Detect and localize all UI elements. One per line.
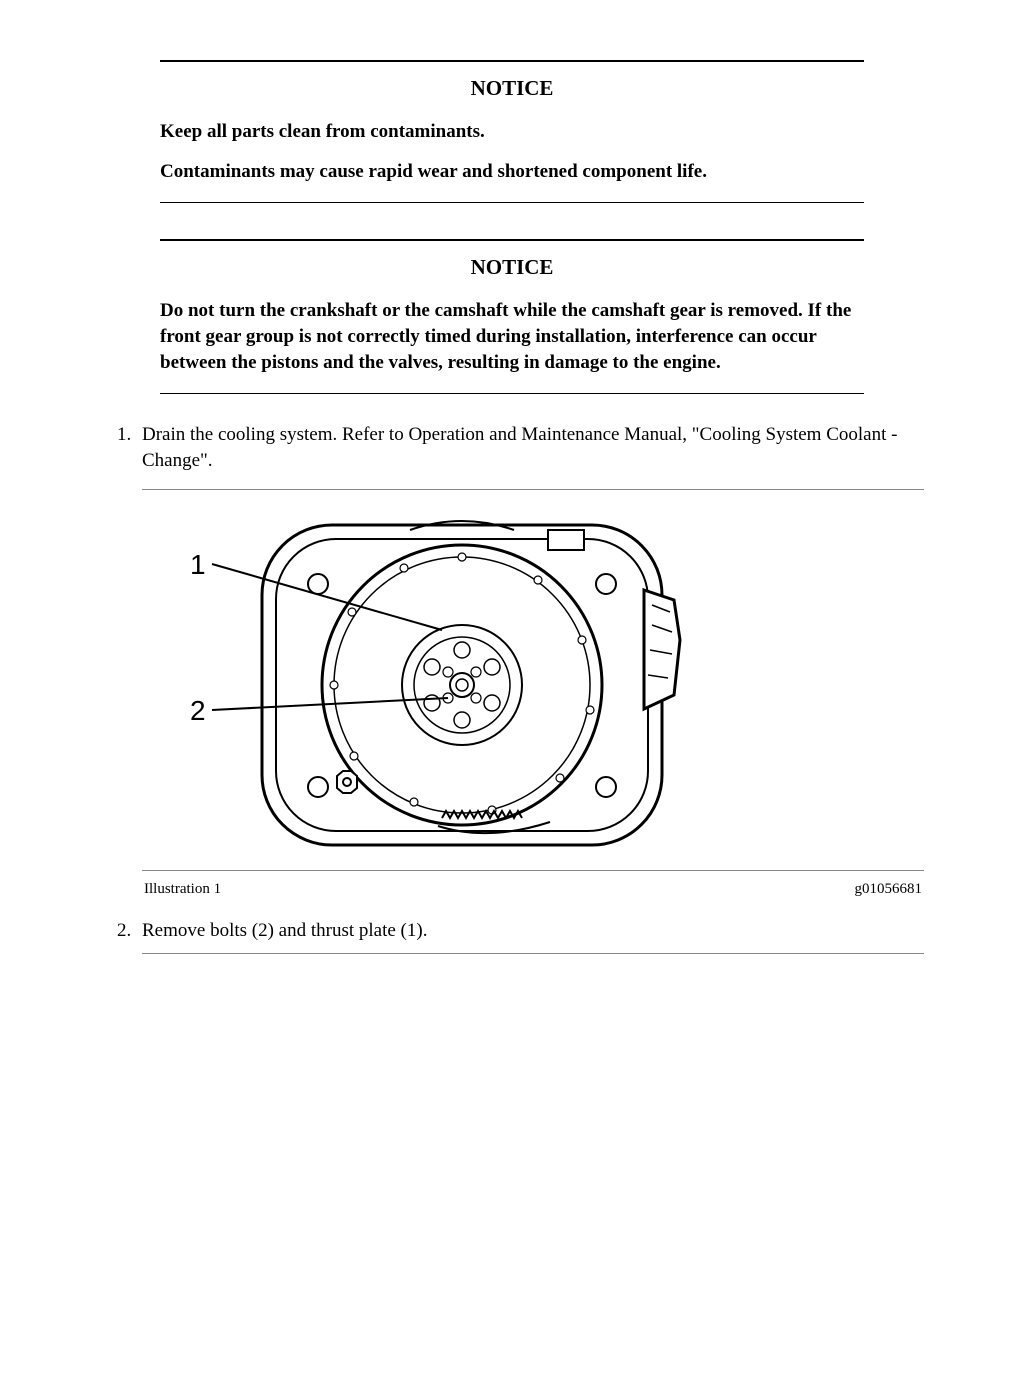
step-text: Remove bolts (2) and thrust plate (1). (142, 920, 427, 941)
caption-row: Illustration 1 g01056681 (142, 879, 924, 899)
rule-bottom (160, 202, 864, 203)
step-item: Remove bolts (2) and thrust plate (1). (136, 918, 924, 955)
engine-illustration: 1 2 (142, 500, 702, 860)
figure-rule-bottom (142, 870, 924, 871)
notice-paragraph: Do not turn the crankshaft or the camsha… (160, 298, 864, 375)
rule-top (160, 239, 864, 241)
step-item: Drain the cooling system. Refer to Opera… (136, 422, 924, 900)
rule-bottom (160, 393, 864, 394)
notice-body: Keep all parts clean from contaminants. … (160, 119, 864, 184)
illustration-label: Illustration 1 (144, 879, 221, 899)
figure-rule-top (142, 489, 924, 490)
step-text: Drain the cooling system. Refer to Opera… (142, 424, 897, 471)
notice-paragraph: Contaminants may cause rapid wear and sh… (160, 159, 864, 185)
notice-block: NOTICE Keep all parts clean from contami… (160, 60, 864, 203)
notice-body: Do not turn the crankshaft or the camsha… (160, 298, 864, 375)
notice-title: NOTICE (160, 76, 864, 101)
illustration-figure: 1 2 (142, 500, 924, 860)
notice-title: NOTICE (160, 255, 864, 280)
callout-2: 2 (190, 695, 206, 726)
callout-1: 1 (190, 549, 206, 580)
notice-paragraph: Keep all parts clean from contaminants. (160, 119, 864, 145)
steps-list: Drain the cooling system. Refer to Opera… (100, 422, 924, 954)
notice-block: NOTICE Do not turn the crankshaft or the… (160, 239, 864, 394)
figure-rule-top (142, 953, 924, 954)
illustration-code: g01056681 (855, 879, 923, 899)
rule-top (160, 60, 864, 62)
